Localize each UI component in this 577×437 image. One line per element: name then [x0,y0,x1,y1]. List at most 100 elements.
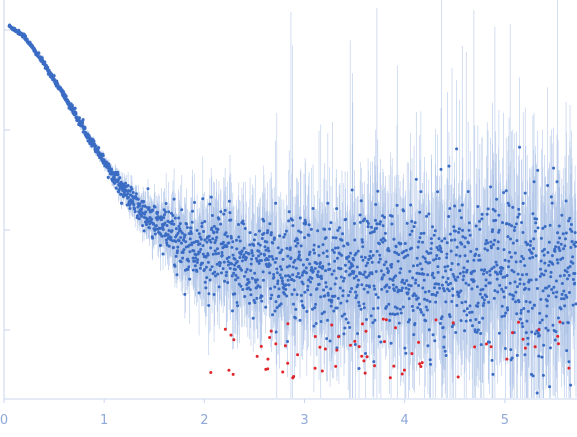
data-point [363,270,367,274]
data-point [264,305,268,309]
data-point [266,229,270,233]
data-point [520,273,524,277]
data-point [554,330,558,334]
data-point [542,343,546,347]
data-point [482,272,486,276]
data-point [442,286,446,290]
data-point [341,289,345,293]
data-point [181,256,185,260]
data-point [455,147,459,151]
x-tick-label: 1 [100,413,108,428]
data-point [457,291,461,295]
data-point [490,358,494,362]
data-point [538,274,542,278]
data-point [394,285,398,289]
data-point [451,287,455,291]
data-point [180,231,184,235]
data-point [499,269,503,273]
data-point [195,228,199,232]
data-point [458,209,462,213]
data-point [172,246,176,250]
data-point [288,264,292,268]
data-point [272,236,276,240]
data-point [562,273,566,277]
data-point [294,266,298,270]
data-point [332,250,336,254]
outlier-point [451,321,455,325]
data-point [318,265,322,269]
data-point [109,167,113,171]
data-point [417,284,421,288]
data-point [381,240,385,244]
data-point [425,214,429,218]
data-point [232,271,236,275]
data-point [549,275,553,279]
data-point [520,321,524,325]
data-point [440,283,444,287]
data-point [493,238,497,242]
data-point [227,255,231,259]
data-point [564,237,567,241]
data-point [416,245,420,249]
data-point [496,290,500,294]
data-point [478,219,482,223]
data-point [222,260,226,264]
data-point [293,239,297,243]
data-point [486,207,490,211]
data-point [360,283,364,287]
data-point [427,251,431,255]
data-point [526,242,529,246]
data-point [496,240,500,244]
data-point [303,218,307,222]
data-point [275,267,279,271]
data-point [522,282,526,286]
data-point [475,330,479,334]
data-point [325,249,329,253]
data-point [514,300,518,304]
data-point [391,283,395,287]
data-point [188,237,192,241]
data-point [556,231,560,235]
data-point [448,232,452,236]
data-point [401,278,405,282]
data-point [156,210,160,214]
data-point [536,168,540,172]
data-point [404,248,408,252]
data-point [175,249,179,253]
data-point [269,233,273,237]
data-point [357,300,361,304]
data-point [328,267,332,271]
data-point [283,232,287,236]
data-point [153,205,157,209]
data-point [326,318,330,322]
outlier-point [348,343,352,347]
data-point [398,271,402,275]
data-point [228,266,232,270]
data-point [373,318,377,322]
data-point [386,246,390,250]
data-point [523,191,527,195]
data-point [450,261,454,265]
data-point [464,281,468,285]
data-point [303,236,307,240]
data-point [526,342,530,346]
data-point [534,221,538,225]
outlier-point [434,318,438,322]
data-point [451,294,455,298]
data-point [343,312,347,316]
data-point [258,285,262,289]
data-point [415,256,419,260]
points-layer [7,23,577,395]
data-point [429,251,433,255]
data-point [312,243,316,247]
data-point [215,247,219,251]
data-point [505,306,509,310]
data-point [486,248,489,252]
data-point [521,201,525,205]
data-point [428,362,432,366]
data-point [444,269,448,273]
data-point [316,229,320,233]
outlier-point [533,345,537,349]
data-point [538,311,542,315]
data-point [320,312,324,316]
